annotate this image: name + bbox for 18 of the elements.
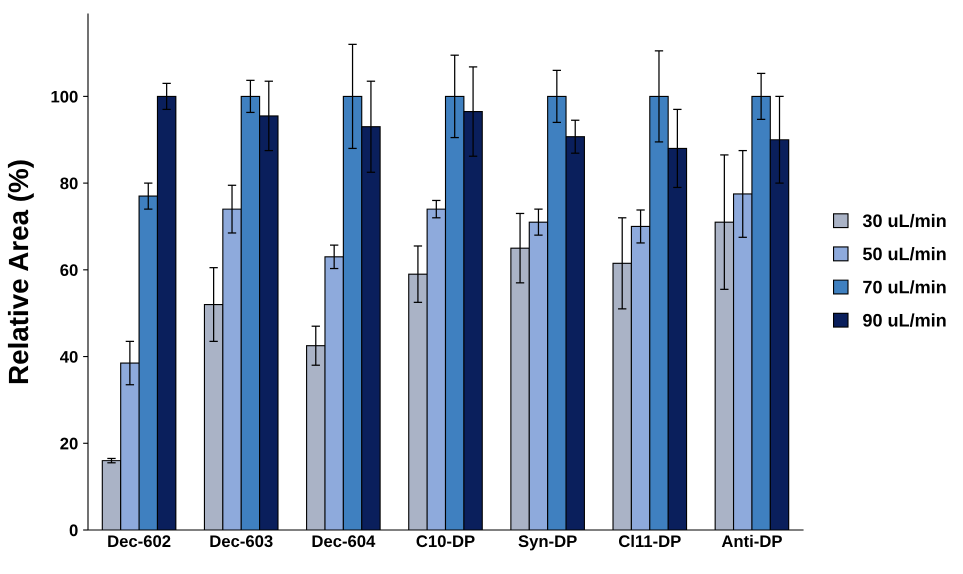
- x-tick-label: Cl11-DP: [618, 534, 681, 548]
- legend-label: 30 uL/min: [862, 214, 946, 228]
- x-tick-label: Anti-DP: [722, 534, 782, 548]
- legend-label: 50 uL/min: [862, 247, 946, 260]
- x-tick-label: Dec-602: [108, 535, 170, 548]
- x-tick-label: Syn-DP: [518, 535, 577, 550]
- x-tick-label: Dec-604: [312, 535, 376, 548]
- x-tick-label: C10-DP: [416, 535, 475, 548]
- y-tick-label: 0: [70, 524, 78, 536]
- y-tick-label: 40: [60, 350, 78, 363]
- legend-label: 70 uL/min: [863, 280, 946, 294]
- y-axis-title: Relative Area (%): [8, 160, 34, 384]
- legend-label: 90 uL/min: [863, 313, 946, 327]
- y-tick-label: 20: [60, 438, 78, 450]
- x-tick-label: Dec-603: [210, 535, 273, 548]
- y-tick-label: 100: [52, 90, 78, 103]
- y-tick-label: 80: [60, 178, 78, 190]
- y-tick-label: 60: [60, 264, 78, 276]
